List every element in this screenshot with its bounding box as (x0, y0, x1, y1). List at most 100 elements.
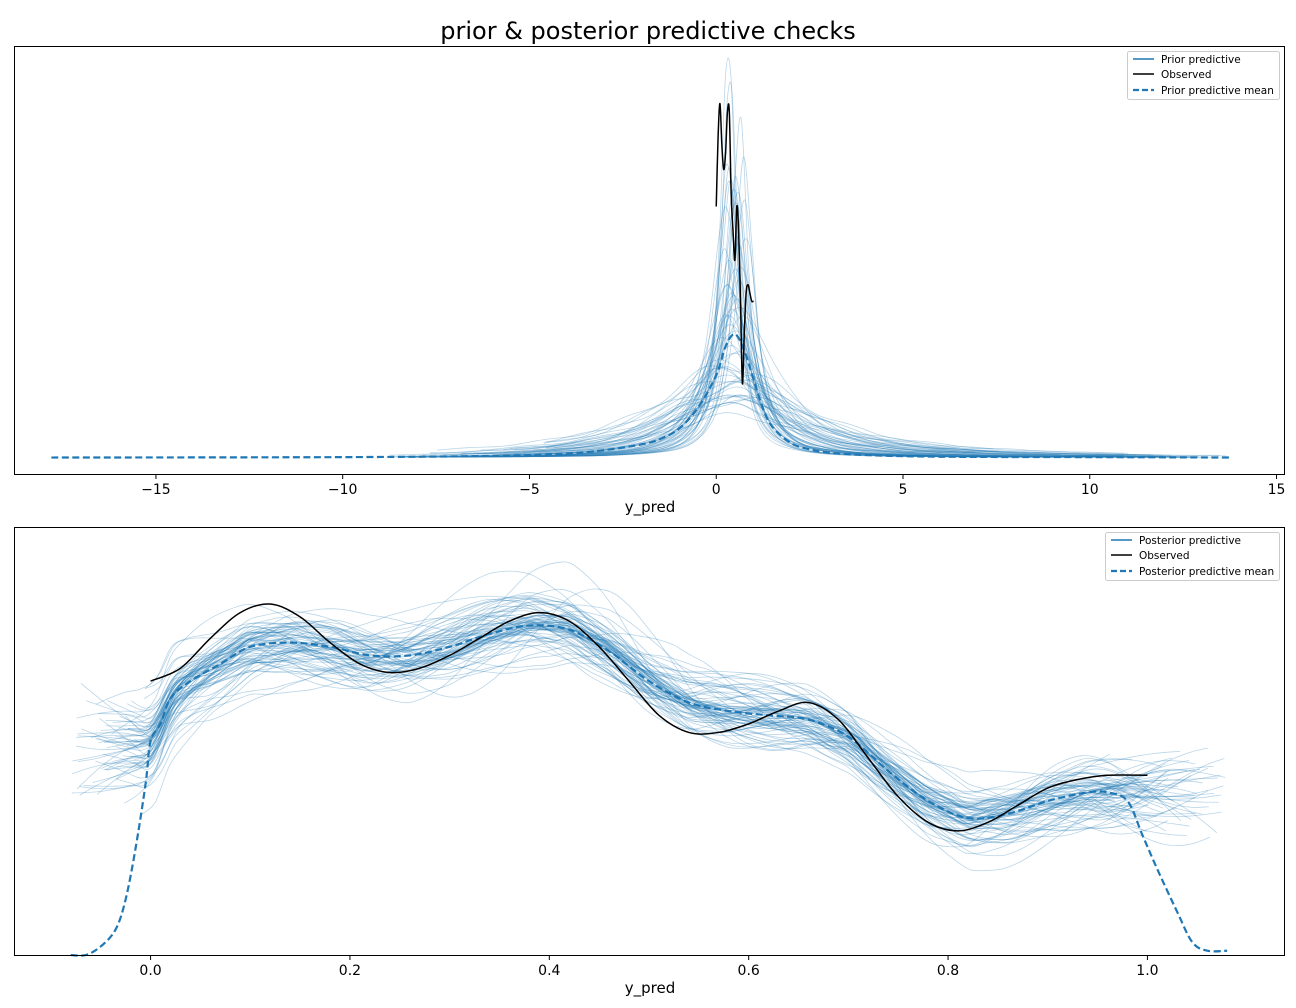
predictive-draw-line (123, 617, 1196, 821)
predictive-draw-line (125, 625, 1140, 855)
posterior-plot-frame (14, 527, 1285, 956)
predictive-draw-line (100, 613, 1164, 814)
predictive-draw-line (429, 394, 1172, 456)
predictive-draw-line (133, 570, 1170, 844)
predictive-draw-line (538, 330, 942, 453)
predictive-draw-line (115, 621, 1139, 808)
predictive-draw-line (422, 307, 1164, 457)
predictive-draw-line (77, 597, 1162, 821)
x-tick-label: 0 (712, 482, 721, 498)
predictive-draw-line (103, 622, 1147, 825)
predictive-draw-line (104, 604, 1209, 820)
predictive-draw-line (537, 57, 1035, 458)
prior-draws-group (386, 57, 1227, 458)
predictive-draw-line (76, 588, 1182, 824)
predictive-draw-line (126, 592, 1166, 811)
prior-observed-group (715, 102, 754, 385)
predictive-draw-line (514, 324, 1179, 458)
predictive-draw-line (95, 600, 1195, 842)
predictive-draw-line (545, 399, 1227, 457)
predictive-draw-line (148, 621, 1162, 832)
predictive-draw-line (554, 314, 1118, 458)
predictive-draw-line (96, 614, 1196, 802)
prior-predictive-panel: −15 −10 −5 0 5 10 15 y_pred Prior predictive O… (14, 46, 1285, 517)
predictive-draw-line (401, 167, 1029, 458)
predictive-draw-line (145, 621, 1218, 841)
predictive-draw-line (522, 412, 981, 454)
posterior-x-axis: 0.0 0.2 0.4 0.6 0.8 1.0 (139, 955, 1159, 979)
x-tick-label: 0.4 (538, 963, 560, 979)
predictive-draw-line (437, 365, 1124, 454)
predictive-draw-line (389, 402, 1164, 457)
predictive-draw-line (462, 248, 1157, 458)
x-tick-label: 0.8 (937, 963, 959, 979)
predictive-draw-line (133, 621, 1111, 835)
predictive-draw-line (116, 561, 1140, 848)
predictive-draw-line (541, 284, 1156, 458)
predictive-draw-line (557, 202, 1212, 458)
predictive-draw-line (480, 395, 1220, 456)
predictive-mean-line (51, 332, 1232, 459)
legend-label-posterior-mean: Posterior predictive mean (1139, 566, 1274, 578)
predictive-draw-line (105, 615, 1126, 806)
predictive-draw-line (94, 621, 1195, 825)
predictive-draw-line (136, 627, 1157, 820)
predictive-draw-line (76, 615, 1187, 837)
predictive-draw-line (125, 614, 1167, 838)
predictive-draw-line (543, 359, 1151, 456)
posterior-x-axis-label: y_pred (625, 979, 676, 998)
posterior-predictive-panel: 0.0 0.2 0.4 0.6 0.8 1.0 y_pred Posterior pred… (14, 527, 1285, 998)
predictive-draw-line (461, 396, 1000, 454)
predictive-draw-line (148, 628, 1111, 829)
predictive-draw-line (408, 189, 1067, 458)
legend-label-posterior-predictive: Posterior predictive (1139, 535, 1241, 547)
predictive-draw-line (504, 386, 1199, 457)
predictive-draw-line (85, 626, 1221, 816)
predictive-draw-line (403, 294, 1096, 458)
posterior-legend: Posterior predictive Observed Posterior … (1105, 532, 1280, 581)
predictive-draw-line (133, 610, 1150, 793)
predictive-draw-line (444, 163, 1189, 458)
predictive-draw-line (122, 619, 1109, 819)
predictive-draw-line (400, 175, 1014, 458)
predictive-draw-line (492, 236, 1201, 458)
legend-label-posterior-observed: Observed (1139, 550, 1190, 562)
predictive-draw-line (553, 367, 1137, 457)
predictive-draw-line (494, 315, 1047, 457)
x-tick-label: 15 (1268, 482, 1286, 498)
predictive-draw-line (458, 179, 968, 458)
predictive-draw-line (499, 394, 960, 456)
predictive-draw-line (111, 604, 1147, 833)
predictive-draw-line (411, 238, 1193, 458)
legend-label-prior-observed: Observed (1161, 69, 1212, 81)
predictive-draw-line (76, 621, 1116, 818)
predictive-draw-line (395, 366, 1159, 458)
posterior-legend-box (1105, 532, 1280, 581)
posterior-observed-group (150, 603, 1148, 832)
predictive-draw-line (147, 627, 1203, 822)
predictive-draw-line (112, 603, 1122, 826)
predictive-draw-line (115, 615, 1209, 836)
prior-mean-group (51, 332, 1232, 459)
legend-label-prior-mean: Prior predictive mean (1161, 85, 1274, 97)
predictive-draw-line (512, 180, 1117, 458)
predictive-draw-line (459, 381, 1171, 457)
predictive-draw-line (543, 381, 1129, 454)
observed-line (715, 102, 754, 385)
x-tick-label: 1.0 (1136, 963, 1158, 979)
predictive-draw-line (465, 116, 1137, 458)
predictive-draw-line (106, 614, 1224, 809)
predictive-draw-line (460, 375, 975, 455)
prior-x-axis: −15 −10 −5 0 5 10 15 (141, 474, 1285, 498)
predictive-draw-line (143, 618, 1219, 806)
posterior-draws-group (71, 561, 1226, 872)
predictive-draw-line (116, 620, 1150, 817)
predictive-draw-line (124, 624, 1189, 808)
predictive-draw-line (119, 617, 1115, 806)
predictive-draw-line (147, 616, 1112, 822)
figure-title: prior & posterior predictive checks (440, 17, 856, 45)
predictive-draw-line (103, 600, 1166, 825)
predictive-draw-line (129, 632, 1188, 835)
x-tick-label: 0.6 (738, 963, 760, 979)
